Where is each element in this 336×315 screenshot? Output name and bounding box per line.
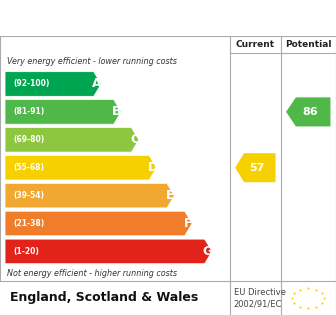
Text: (39-54): (39-54) bbox=[13, 191, 44, 200]
Text: 57: 57 bbox=[249, 163, 265, 173]
Polygon shape bbox=[5, 128, 139, 152]
Text: EU Directive: EU Directive bbox=[234, 288, 286, 297]
Text: Potential: Potential bbox=[285, 40, 332, 49]
Text: (1-20): (1-20) bbox=[13, 247, 39, 256]
Text: C: C bbox=[130, 133, 139, 146]
Text: D: D bbox=[148, 161, 158, 174]
Text: Not energy efficient - higher running costs: Not energy efficient - higher running co… bbox=[7, 269, 177, 278]
Polygon shape bbox=[5, 100, 121, 124]
Text: (81-91): (81-91) bbox=[13, 107, 45, 117]
Polygon shape bbox=[235, 153, 276, 182]
Text: England, Scotland & Wales: England, Scotland & Wales bbox=[10, 291, 198, 304]
Text: Very energy efficient - lower running costs: Very energy efficient - lower running co… bbox=[7, 57, 177, 66]
Polygon shape bbox=[5, 155, 157, 180]
Polygon shape bbox=[5, 211, 192, 236]
Polygon shape bbox=[5, 239, 212, 264]
Text: 86: 86 bbox=[302, 107, 318, 117]
Text: (55-68): (55-68) bbox=[13, 163, 44, 172]
Text: E: E bbox=[166, 189, 174, 202]
Text: 2002/91/EC: 2002/91/EC bbox=[234, 300, 282, 309]
Polygon shape bbox=[286, 97, 331, 126]
Text: Current: Current bbox=[236, 40, 275, 49]
Text: G: G bbox=[203, 245, 213, 258]
Polygon shape bbox=[5, 183, 174, 208]
Text: (21-38): (21-38) bbox=[13, 219, 45, 228]
Text: F: F bbox=[184, 217, 192, 230]
Text: B: B bbox=[112, 106, 122, 118]
Text: (69-80): (69-80) bbox=[13, 135, 45, 144]
Text: Energy Efficiency Rating: Energy Efficiency Rating bbox=[10, 11, 232, 26]
Polygon shape bbox=[5, 72, 101, 96]
Text: (92-100): (92-100) bbox=[13, 79, 50, 89]
Text: A: A bbox=[92, 77, 102, 90]
